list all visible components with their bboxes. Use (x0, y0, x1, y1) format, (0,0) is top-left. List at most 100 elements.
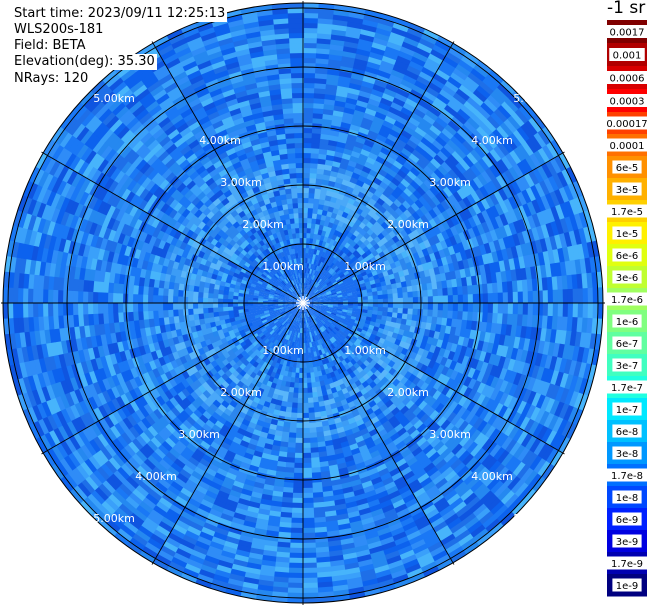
ppi-cell (324, 439, 334, 447)
ppi-cell (270, 343, 276, 350)
ppi-cell (185, 442, 198, 454)
ppi-cell (445, 377, 456, 389)
ppi-cell (415, 370, 425, 381)
ppi-cell (276, 541, 291, 549)
ppi-cell (536, 380, 547, 396)
ppi-cell (287, 319, 293, 325)
ppi-cell (313, 87, 327, 95)
ppi-cell (350, 150, 362, 159)
ppi-cell (441, 220, 451, 231)
ppi-cell (295, 311, 299, 318)
ppi-cell (473, 145, 487, 159)
ppi-cell (473, 161, 487, 175)
ppi-cell (485, 219, 496, 233)
ppi-cell (271, 586, 289, 594)
ppi-cell (516, 400, 528, 416)
ppi-cell (302, 392, 309, 399)
ppi-cell (295, 306, 300, 312)
ppi-cell (470, 320, 478, 332)
ppi-cell (317, 260, 322, 267)
ppi-cell (381, 407, 392, 418)
ppi-cell (455, 63, 472, 78)
ppi-cell (219, 549, 236, 560)
ppi-cell (531, 315, 539, 329)
ppi-cell (324, 93, 337, 101)
ppi-cell (364, 8, 382, 19)
ppi-cell (222, 454, 234, 464)
ppi-cell (378, 168, 389, 178)
ppi-cell (454, 446, 467, 460)
ppi-cell (377, 310, 384, 316)
ppi-cell (310, 152, 320, 159)
ppi-cell (425, 188, 437, 200)
ppi-cell (504, 439, 518, 455)
ppi-cell (387, 303, 394, 309)
ppi-cell (547, 289, 554, 305)
ppi-cell (327, 298, 334, 301)
ppi-cell (576, 317, 584, 334)
ppi-cell (447, 119, 462, 133)
ppi-cell (500, 436, 514, 452)
ppi-cell (480, 170, 493, 184)
ppi-cell (306, 317, 309, 324)
ppi-cell (341, 288, 348, 293)
ppi-cell (422, 462, 436, 474)
ppi-cell (524, 350, 534, 365)
ppi-cell (312, 501, 325, 509)
ppi-cell (384, 458, 396, 469)
ppi-cell (320, 188, 328, 196)
ppi-cell (303, 202, 309, 209)
ppi-cell (399, 164, 411, 176)
ppi-cell (362, 299, 369, 304)
ppi-cell (525, 186, 537, 203)
ppi-cell (303, 172, 311, 179)
ppi-cell (230, 516, 245, 526)
ppi-cell (411, 510, 426, 523)
ppi-cell (306, 295, 311, 300)
ppi-cell (307, 397, 314, 404)
ppi-cell (294, 442, 303, 449)
ppi-cell (277, 363, 283, 371)
ppi-cell (406, 183, 418, 194)
ppi-cell (319, 280, 325, 286)
ppi-cell (402, 409, 414, 420)
ppi-cell (362, 224, 371, 233)
ppi-cell (313, 97, 326, 105)
ppi-cell (319, 364, 325, 372)
ppi-cell (414, 397, 424, 408)
ppi-cell (304, 307, 307, 314)
ppi-cell (391, 312, 399, 319)
ppi-cell (325, 444, 335, 452)
ppi-cell (436, 317, 443, 326)
ppi-cell (275, 346, 281, 353)
ppi-cell (344, 571, 362, 581)
ppi-cell (212, 436, 223, 447)
ppi-cell (479, 81, 495, 96)
ppi-cell (297, 402, 303, 409)
ppi-cell (227, 445, 238, 455)
ppi-cell (471, 311, 479, 323)
ppi-cell (278, 336, 283, 343)
ppi-cell (306, 317, 310, 323)
ppi-cell (287, 345, 292, 352)
ppi-cell (322, 268, 327, 275)
ppi-cell (312, 304, 319, 307)
ppi-cell (290, 377, 296, 384)
ppi-cell (431, 195, 442, 207)
ppi-cell (438, 64, 455, 78)
ppi-cell (302, 412, 310, 419)
ppi-cell (307, 298, 313, 302)
ppi-cell (241, 581, 259, 591)
ppi-cell (355, 135, 367, 145)
ppi-cell (395, 282, 403, 289)
ppi-cell (561, 275, 569, 291)
ppi-cell (357, 43, 373, 53)
ppi-cell (324, 404, 332, 412)
ppi-cell (394, 92, 409, 103)
ppi-cell (429, 545, 446, 558)
ppi-cell (360, 28, 377, 38)
ppi-cell (346, 510, 361, 519)
ppi-cell (420, 321, 428, 330)
ppi-cell (353, 109, 366, 118)
ppi-cell (337, 304, 344, 308)
